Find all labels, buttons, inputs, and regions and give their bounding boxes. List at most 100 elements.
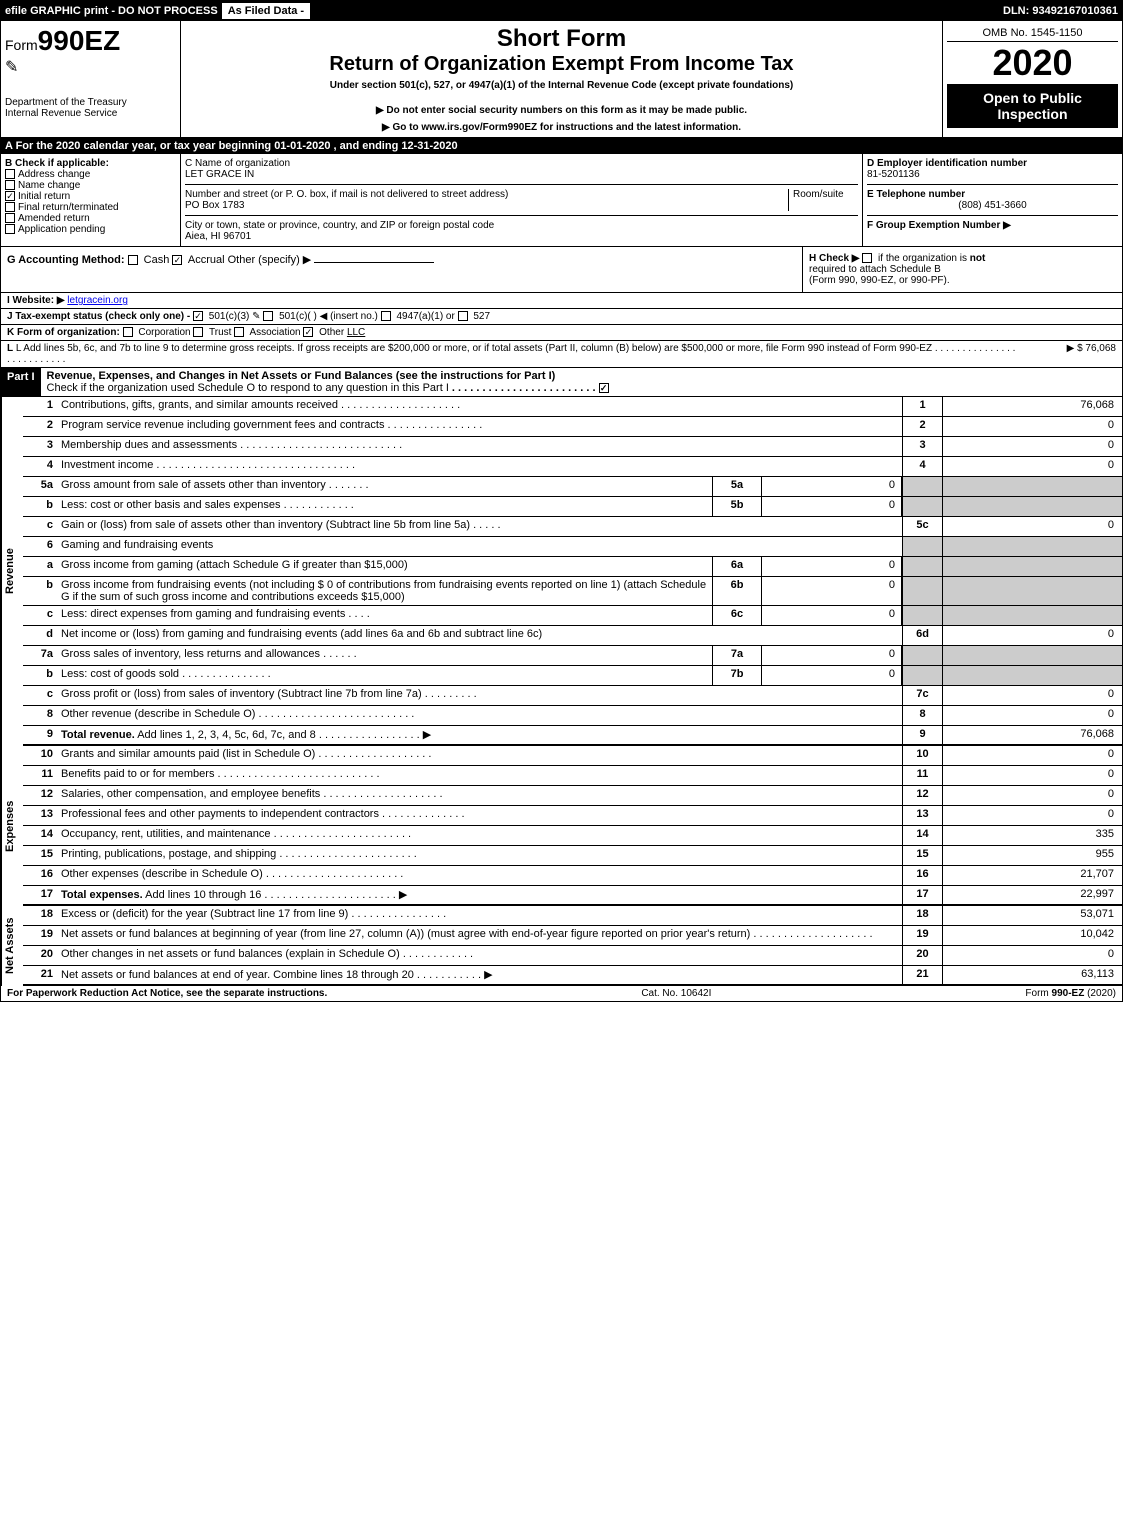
checkbox-amended[interactable] xyxy=(5,213,15,223)
c-street-label: Number and street (or P. O. box, if mail… xyxy=(185,189,788,200)
ln10-text: Grants and similar amounts paid (list in… xyxy=(57,746,902,765)
ln4-box: 4 xyxy=(902,457,942,476)
ln2-val: 0 xyxy=(942,417,1122,436)
h-text2: (Form 990, 990-EZ, or 990-PF). xyxy=(809,275,950,286)
ln8-box: 8 xyxy=(902,706,942,725)
checkbox-h[interactable] xyxy=(862,253,872,263)
ln16-val: 21,707 xyxy=(942,866,1122,885)
ln11-val: 0 xyxy=(942,766,1122,785)
ln3-box: 3 xyxy=(902,437,942,456)
ln4-text: Investment income . . . . . . . . . . . … xyxy=(57,457,902,476)
checkbox-pending[interactable] xyxy=(5,224,15,234)
form-label-text: Form xyxy=(5,37,38,53)
ln13-box: 13 xyxy=(902,806,942,825)
org-name: LET GRACE IN xyxy=(185,169,858,180)
footer-right: Form 990-EZ (2020) xyxy=(1025,988,1116,999)
checkbox-final[interactable] xyxy=(5,202,15,212)
cb-label-amended: Amended return xyxy=(18,213,90,224)
ln5a-sb: 5a xyxy=(712,477,762,496)
ln6a-sv: 0 xyxy=(762,557,902,576)
ln5b-shade1 xyxy=(902,497,942,516)
ln6b-num: b xyxy=(23,577,57,605)
ln1-box: 1 xyxy=(902,397,942,416)
top-bar: efile GRAPHIC print - DO NOT PROCESS As … xyxy=(1,1,1122,21)
form-page: efile GRAPHIC print - DO NOT PROCESS As … xyxy=(0,0,1123,1002)
checkbox-corp[interactable] xyxy=(123,327,133,337)
checkbox-cash[interactable] xyxy=(128,255,138,265)
g-label: G Accounting Method: xyxy=(7,254,125,266)
ln15-val: 955 xyxy=(942,846,1122,865)
ln7c-text: Gross profit or (loss) from sales of inv… xyxy=(57,686,902,705)
ln5c-num: c xyxy=(23,517,57,536)
ln9-num: 9 xyxy=(23,726,57,744)
ln18-text: Excess or (deficit) for the year (Subtra… xyxy=(57,906,902,925)
phone-value: (808) 451-3660 xyxy=(867,200,1118,211)
open-public-badge: Open to Public Inspection xyxy=(947,84,1118,128)
k-trust: Trust xyxy=(209,327,231,338)
c-city-label: City or town, state or province, country… xyxy=(185,220,858,231)
website-link[interactable]: letgracein.org xyxy=(67,295,128,306)
ln6-shade1 xyxy=(902,537,942,556)
ln20-text: Other changes in net assets or fund bala… xyxy=(57,946,902,965)
checkbox-527[interactable] xyxy=(458,311,468,321)
dept-label: Department of the Treasury xyxy=(5,97,176,108)
d-label: D Employer identification number xyxy=(867,158,1118,169)
ln6b-shade1 xyxy=(902,577,942,605)
h-text1: if the organization is not xyxy=(878,253,985,264)
checkbox-accrual[interactable] xyxy=(172,255,182,265)
ln8-val: 0 xyxy=(942,706,1122,725)
section-b-title: B Check if applicable: xyxy=(5,158,176,169)
ln4-num: 4 xyxy=(23,457,57,476)
goto-link[interactable]: ▶ Go to www.irs.gov/Form990EZ for instru… xyxy=(185,122,938,133)
checkbox-initial[interactable] xyxy=(5,191,15,201)
cb-label-final: Final return/terminated xyxy=(18,202,119,213)
accrual-label: Accrual xyxy=(188,254,225,266)
ln7a-shade2 xyxy=(942,646,1122,665)
footer-mid: Cat. No. 10642I xyxy=(327,988,1025,999)
cb-label-address: Address change xyxy=(18,169,90,180)
tax-year: 2020 xyxy=(947,42,1118,84)
ln7c-num: c xyxy=(23,686,57,705)
netassets-sidebar: Net Assets xyxy=(1,906,23,986)
ln6a-shade2 xyxy=(942,557,1122,576)
checkbox-assoc[interactable] xyxy=(234,327,244,337)
as-filed-box: As Filed Data - xyxy=(222,3,310,19)
ln17-num: 17 xyxy=(23,886,57,904)
revenue-sidebar: Revenue xyxy=(1,397,23,746)
cash-label: Cash xyxy=(144,254,170,266)
ln9-box: 9 xyxy=(902,726,942,744)
ln6c-sb: 6c xyxy=(712,606,762,625)
ln3-text: Membership dues and assessments . . . . … xyxy=(57,437,902,456)
ln5b-text: Less: cost or other basis and sales expe… xyxy=(57,497,712,516)
ln6c-shade1 xyxy=(902,606,942,625)
checkbox-address[interactable] xyxy=(5,169,15,179)
i-label: I Website: ▶ xyxy=(7,295,65,306)
checkbox-501c[interactable] xyxy=(263,311,273,321)
ln19-text: Net assets or fund balances at beginning… xyxy=(57,926,902,945)
checkbox-501c3[interactable] xyxy=(193,311,203,321)
ln7a-sv: 0 xyxy=(762,646,902,665)
checkbox-schedo[interactable] xyxy=(599,383,609,393)
ln10-num: 10 xyxy=(23,746,57,765)
ln5a-shade1 xyxy=(902,477,942,496)
ln15-box: 15 xyxy=(902,846,942,865)
j-opt4: 527 xyxy=(473,311,490,322)
checkbox-trust[interactable] xyxy=(193,327,203,337)
expenses-section: Expenses 10Grants and similar amounts pa… xyxy=(1,746,1122,906)
ln16-num: 16 xyxy=(23,866,57,885)
efile-label: efile GRAPHIC print - DO NOT PROCESS xyxy=(5,5,218,17)
section-j: J Tax-exempt status (check only one) - 5… xyxy=(1,309,1122,325)
ln7b-sb: 7b xyxy=(712,666,762,685)
ln2-num: 2 xyxy=(23,417,57,436)
checkbox-other-org[interactable] xyxy=(303,327,313,337)
form-header: Form990EZ ✎ Department of the Treasury I… xyxy=(1,21,1122,138)
ln21-box: 21 xyxy=(902,966,942,984)
j-opt2: 501(c)( ) ◀ (insert no.) xyxy=(279,311,378,322)
ln17-val: 22,997 xyxy=(942,886,1122,904)
checkbox-4947[interactable] xyxy=(381,311,391,321)
checkbox-name[interactable] xyxy=(5,180,15,190)
ln17-box: 17 xyxy=(902,886,942,904)
ln2-box: 2 xyxy=(902,417,942,436)
ln1-text: Contributions, gifts, grants, and simila… xyxy=(57,397,902,416)
ln6a-shade1 xyxy=(902,557,942,576)
